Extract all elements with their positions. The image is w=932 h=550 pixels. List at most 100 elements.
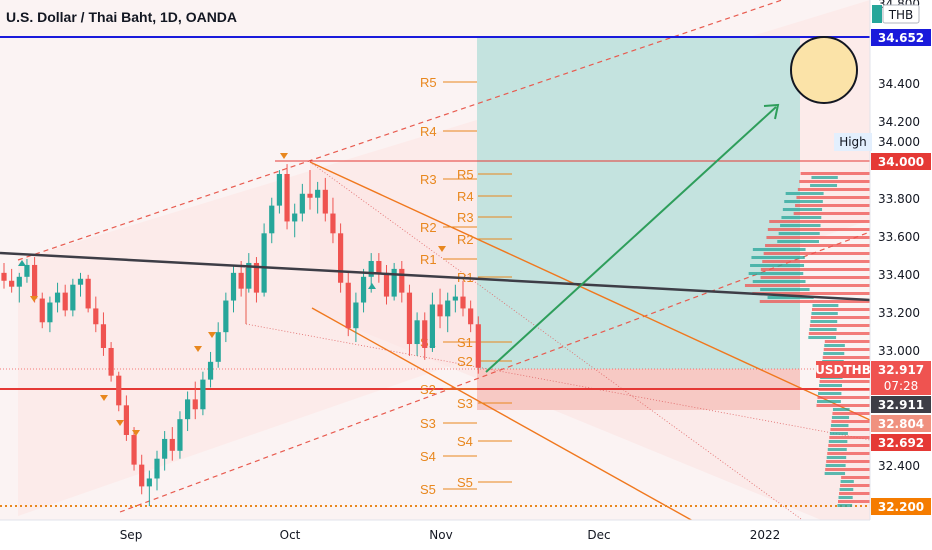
volume-profile-bar [831, 416, 850, 419]
volume-profile-bar [825, 468, 870, 471]
volume-profile-bar [767, 296, 814, 299]
y-tick-label: 33.400 [878, 268, 920, 282]
volume-profile-bar [800, 172, 870, 175]
volume-profile-bar [818, 388, 870, 391]
svg-text:High: High [839, 135, 867, 149]
candle-body [146, 478, 152, 487]
candle-body [299, 193, 305, 214]
pivot-label: R1 [420, 252, 437, 267]
candle-body [192, 399, 198, 410]
candle-body [307, 193, 313, 198]
upper-channel-line[interactable] [17, 0, 870, 261]
marker-triangle [280, 153, 288, 159]
volume-profile-bar [744, 284, 870, 287]
volume-profile-bar [825, 464, 846, 467]
y-tick-label: 34.400 [878, 77, 920, 91]
candle-body [475, 324, 481, 368]
volume-profile-bar [810, 320, 838, 323]
candles [1, 164, 481, 507]
time-axis[interactable] [0, 520, 870, 550]
x-tick-label: Dec [587, 528, 610, 542]
volume-profile-bar [827, 448, 847, 451]
volume-profile-bar [785, 192, 824, 195]
volume-profile-bar [840, 484, 870, 487]
target-circle[interactable] [790, 36, 858, 104]
volume-profile-bar [839, 488, 854, 491]
candle-body [338, 233, 344, 283]
marker-triangle [368, 283, 376, 289]
price-tag-2[interactable]: 32.804 [871, 415, 931, 432]
volume-profile-bar [818, 392, 842, 395]
projection-arrow[interactable] [485, 103, 780, 373]
volume-profile-bar [752, 292, 870, 295]
price-tag-1[interactable]: 32.911 [871, 396, 931, 413]
pivot-label: S5 [420, 482, 436, 497]
svg-text:32.200: 32.200 [878, 500, 924, 514]
volume-profile-bar [750, 264, 805, 267]
volume-profile-bar [828, 444, 870, 447]
volume-profile-bar [795, 204, 870, 207]
candle-body [437, 304, 443, 317]
candle-body [32, 264, 38, 299]
lower-channel-line[interactable] [119, 231, 871, 513]
major-trend-line[interactable] [0, 251, 871, 302]
price-axis[interactable] [870, 0, 932, 550]
y-tick-label: 32.400 [878, 459, 920, 473]
volume-profile-bar [767, 228, 870, 231]
bottom-level-tag[interactable]: 32.200 [871, 498, 931, 515]
pivot-label: S3 [457, 396, 473, 411]
descending-channel-top[interactable] [309, 161, 871, 421]
volume-profile-bar [816, 404, 870, 407]
volume-profile-bar [782, 208, 823, 211]
volume-profile-bar [824, 340, 870, 343]
volume-profile-bar [840, 480, 854, 483]
candle-body [261, 233, 267, 293]
svg-text:32.917: 32.917 [878, 363, 924, 377]
high-price-tag[interactable]: 34.000 [871, 153, 931, 170]
svg-text:THB: THB [888, 8, 914, 22]
candle-body [177, 419, 183, 451]
volume-profile-bar [826, 456, 847, 459]
volume-profile-bar [811, 176, 838, 179]
candle-body [108, 347, 114, 376]
volume-profile-bar [831, 420, 870, 423]
volume-profile-bar [819, 380, 870, 383]
pivot-label: R5 [420, 75, 437, 90]
high-label-tag: High [834, 133, 872, 151]
volume-profile-bar [837, 504, 853, 507]
volume-profile-bar [797, 188, 870, 191]
marker-triangle [132, 430, 140, 436]
pivot-label: R3 [457, 210, 474, 225]
candle-body [360, 276, 367, 303]
candle-body [24, 264, 30, 277]
y-axis-ticks: 34.80034.40034.20034.00033.80033.60033.4… [878, 0, 920, 473]
volume-profile-bar [808, 336, 837, 339]
price-tag-3[interactable]: 32.692 [871, 434, 931, 451]
x-tick-label: Nov [429, 528, 452, 542]
currency-tag[interactable]: THB [872, 4, 920, 24]
volume-profile-bar [808, 332, 870, 335]
volume-profile-bar [823, 352, 845, 355]
marker-triangle [194, 346, 202, 352]
candle-body [162, 438, 168, 459]
candle-body [70, 284, 76, 311]
pivot-label: R3 [420, 172, 437, 187]
candle-body [169, 438, 175, 451]
candle-body [215, 332, 221, 362]
volume-profile-bar [763, 252, 870, 255]
symbol-tag[interactable]: USDTHB [815, 361, 871, 378]
candle-body [185, 399, 191, 420]
top-level-tag[interactable]: 34.652 [871, 29, 931, 46]
descending-channel-bottom[interactable] [311, 307, 746, 550]
pivot-label: R2 [420, 220, 437, 235]
candle-body [422, 320, 428, 348]
candle-body [391, 268, 397, 297]
candle-body [100, 324, 107, 348]
last-price-tag[interactable]: 32.917 07:28 [871, 361, 931, 395]
volume-profile-bar [832, 412, 870, 415]
pivot-label: S5 [457, 475, 473, 490]
volume-profile-bar [819, 384, 842, 387]
volume-profile-bar [777, 240, 819, 243]
volume-profile-bar [809, 324, 870, 327]
